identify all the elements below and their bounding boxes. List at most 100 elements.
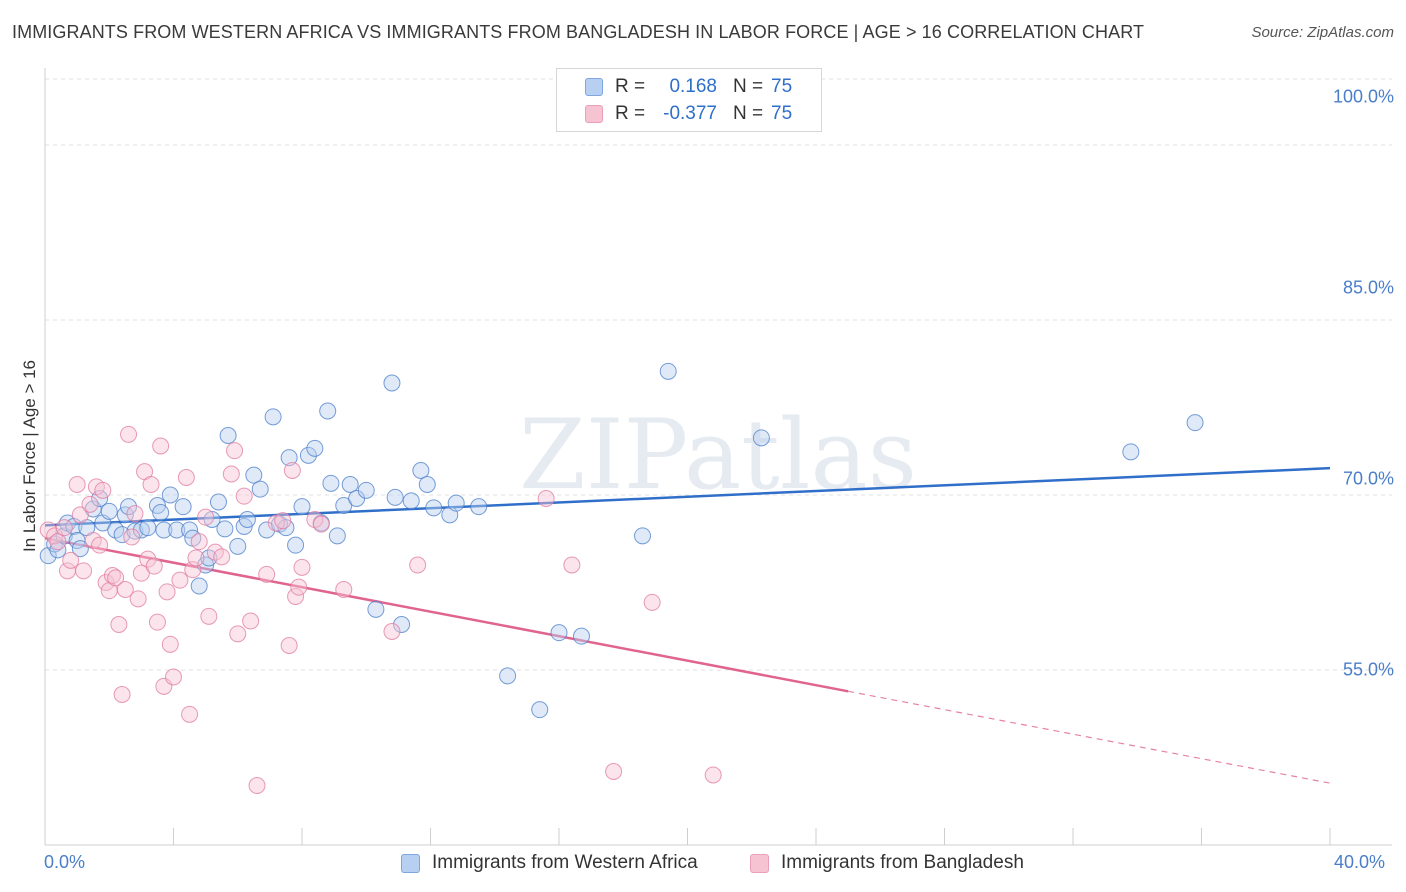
point-western-africa bbox=[341, 476, 359, 493]
point-western-africa bbox=[209, 493, 227, 511]
point-western-africa bbox=[251, 480, 269, 498]
legend-label: Immigrants from Bangladesh bbox=[781, 852, 1024, 873]
point-bangladesh bbox=[152, 437, 170, 455]
point-western-africa bbox=[306, 439, 324, 457]
n-value: 75 bbox=[771, 103, 793, 124]
point-bangladesh bbox=[383, 623, 401, 640]
point-western-africa bbox=[229, 537, 247, 555]
point-western-africa bbox=[531, 701, 549, 719]
point-western-africa bbox=[174, 498, 192, 516]
pink-swatch bbox=[750, 853, 769, 873]
legend-label: Immigrants from Western Africa bbox=[432, 852, 698, 873]
trend-line bbox=[44, 536, 849, 693]
point-bangladesh bbox=[312, 515, 330, 533]
pink-swatch bbox=[585, 105, 603, 123]
point-bangladesh bbox=[187, 549, 205, 567]
point-bangladesh bbox=[145, 557, 163, 575]
point-bangladesh bbox=[643, 593, 661, 611]
point-western-africa bbox=[293, 498, 311, 516]
point-western-africa bbox=[1122, 443, 1140, 461]
point-western-africa bbox=[299, 446, 317, 464]
point-western-africa bbox=[572, 627, 590, 645]
point-bangladesh bbox=[55, 519, 73, 537]
point-bangladesh bbox=[148, 613, 166, 631]
legend: Immigrants from Western Africa Immigrant… bbox=[0, 852, 1406, 878]
r-label: R = bbox=[615, 103, 646, 124]
point-western-africa bbox=[71, 540, 89, 558]
point-bangladesh bbox=[161, 635, 179, 653]
point-bangladesh bbox=[213, 548, 231, 566]
point-western-africa bbox=[659, 362, 677, 380]
point-bangladesh bbox=[171, 571, 189, 589]
point-bangladesh bbox=[103, 567, 121, 584]
point-bangladesh bbox=[71, 506, 89, 524]
point-bangladesh bbox=[226, 442, 244, 460]
point-western-africa bbox=[499, 667, 517, 685]
point-western-africa bbox=[335, 497, 353, 514]
point-western-africa bbox=[402, 492, 420, 510]
r-value: -0.377 bbox=[663, 103, 717, 124]
point-bangladesh bbox=[197, 508, 215, 526]
point-bangladesh bbox=[293, 558, 311, 576]
point-bangladesh bbox=[290, 578, 308, 596]
point-western-africa bbox=[161, 486, 179, 504]
point-western-africa bbox=[200, 549, 218, 567]
y-tick-label: 70.0% bbox=[1342, 468, 1394, 489]
axes bbox=[44, 68, 1392, 846]
point-bangladesh bbox=[49, 533, 67, 551]
points bbox=[39, 362, 1204, 794]
point-bangladesh bbox=[222, 465, 240, 483]
point-western-africa bbox=[139, 519, 157, 537]
n-label: N = bbox=[733, 103, 764, 124]
watermark: ZIPatlas bbox=[519, 399, 917, 511]
point-bangladesh bbox=[177, 469, 195, 486]
point-western-africa bbox=[383, 374, 401, 392]
point-western-africa bbox=[322, 474, 340, 492]
n-label: N = bbox=[733, 76, 764, 97]
legend-item-bangladesh[interactable]: Immigrants from Bangladesh bbox=[750, 852, 1024, 874]
point-western-africa bbox=[120, 498, 138, 516]
point-bangladesh bbox=[200, 607, 218, 625]
point-western-africa bbox=[393, 616, 411, 633]
stats-box: R = 0.168 N = 75 R = -0.377 N = 75 bbox=[556, 68, 822, 132]
point-western-africa bbox=[100, 502, 118, 520]
point-western-africa bbox=[287, 536, 305, 554]
point-bangladesh bbox=[120, 425, 138, 443]
point-bangladesh bbox=[229, 625, 247, 643]
point-bangladesh bbox=[123, 528, 141, 546]
r-value: 0.168 bbox=[669, 76, 717, 97]
point-bangladesh bbox=[129, 590, 147, 608]
point-western-africa bbox=[634, 527, 652, 545]
point-bangladesh bbox=[274, 512, 292, 530]
point-bangladesh bbox=[62, 551, 80, 569]
point-bangladesh bbox=[116, 581, 134, 598]
point-western-africa bbox=[155, 521, 173, 539]
r-label: R = bbox=[615, 76, 646, 97]
point-bangladesh bbox=[242, 612, 260, 630]
point-bangladesh bbox=[68, 476, 86, 493]
point-western-africa bbox=[132, 521, 150, 539]
point-western-africa bbox=[238, 511, 256, 528]
point-bangladesh bbox=[107, 569, 125, 587]
point-western-africa bbox=[357, 481, 375, 499]
point-western-africa bbox=[752, 429, 770, 447]
point-bangladesh bbox=[165, 668, 182, 686]
legend-item-western-africa[interactable]: Immigrants from Western Africa bbox=[401, 852, 698, 874]
point-bangladesh bbox=[563, 556, 581, 574]
point-bangladesh bbox=[139, 550, 157, 568]
point-bangladesh bbox=[280, 637, 298, 654]
point-western-africa bbox=[425, 499, 443, 517]
point-western-africa bbox=[418, 476, 436, 493]
point-western-africa bbox=[367, 600, 385, 618]
stats-row-western-africa: R = 0.168 N = 75 bbox=[557, 73, 821, 101]
point-western-africa bbox=[203, 511, 221, 528]
point-western-africa bbox=[319, 402, 337, 420]
point-western-africa bbox=[245, 466, 263, 484]
point-bangladesh bbox=[81, 495, 99, 513]
point-western-africa bbox=[152, 504, 170, 521]
point-bangladesh bbox=[258, 565, 276, 583]
point-bangladesh bbox=[190, 533, 208, 551]
point-bangladesh bbox=[132, 564, 150, 582]
trend-line bbox=[44, 466, 1331, 527]
